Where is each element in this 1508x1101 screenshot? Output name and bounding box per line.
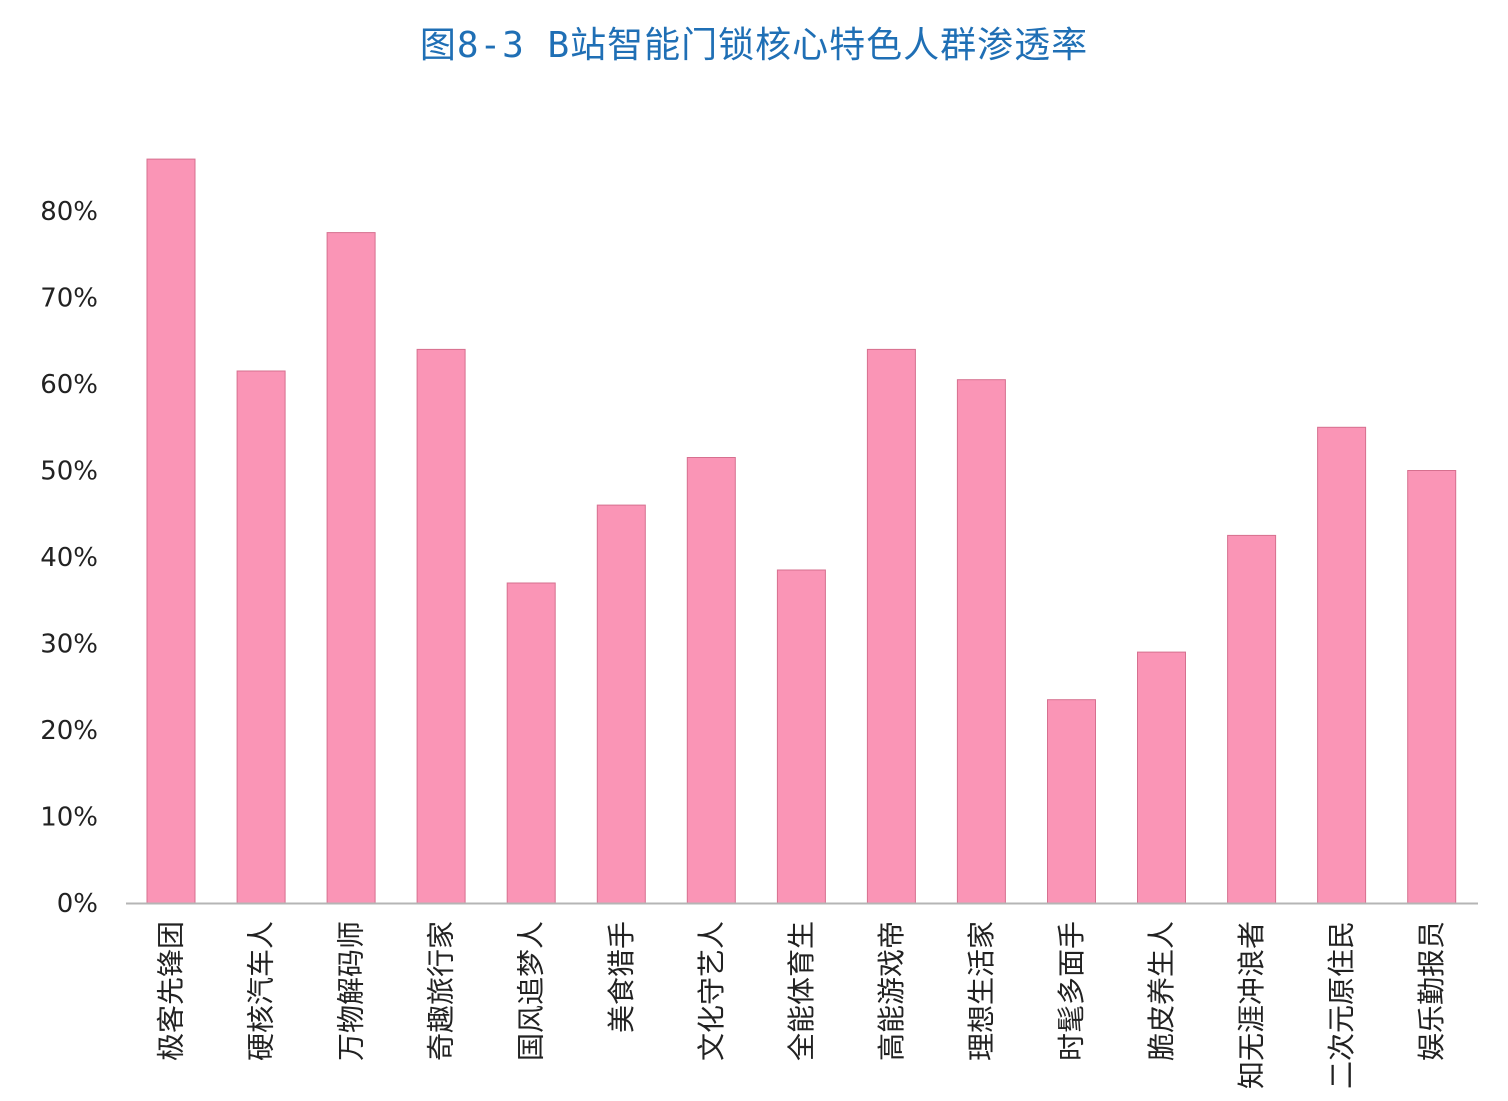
y-axis-ticks: 0% 10% 20% 30% 40% 50% 60% 70% 80% [40,197,98,919]
y-tick-label: 70% [40,284,98,314]
bar [686,457,736,904]
x-category-label: 美食猎手 [605,921,638,1033]
chart-title: 图8-3 B站智能门锁核心特色人群渗透率 [419,25,1089,66]
bar [1047,699,1096,904]
bar [506,582,556,904]
bar [146,158,196,904]
y-tick-label: 50% [40,457,98,487]
x-category-label: 知无涯冲浪者 [1235,921,1268,1089]
bar [236,370,286,904]
y-tick-label: 10% [40,803,98,833]
bar [866,348,916,904]
x-category-label: 二次元原住民 [1325,921,1358,1089]
bar [416,348,466,904]
x-category-label: 时髦多面手 [1055,921,1088,1061]
x-category-label: 全能体育生 [785,921,818,1061]
x-category-label: 高能游戏帝 [875,921,908,1061]
x-category-label: 脆皮养生人 [1145,921,1178,1061]
x-category-label: 理想生活家 [965,921,998,1061]
bars-group [146,158,1457,904]
x-category-label: 娱乐勤报员 [1415,921,1448,1061]
bar [1317,426,1367,904]
y-tick-label: 20% [40,716,98,746]
y-tick-label: 80% [40,197,98,227]
x-category-label: 国风追梦人 [515,921,548,1061]
bar [596,504,646,904]
bar [1407,470,1457,904]
x-category-label: 奇趣旅行家 [425,921,458,1061]
y-tick-label: 0% [57,889,98,919]
x-category-label: 极客先锋团 [155,921,188,1061]
x-category-label: 万物解码师 [335,921,368,1061]
bar [1227,534,1277,904]
y-tick-label: 40% [40,543,98,573]
x-category-label: 硬核汽车人 [245,921,278,1061]
bar [956,379,1006,904]
x-category-label: 文化守艺人 [695,921,728,1061]
x-axis-labels: 极客先锋团 硬核汽车人 万物解码师 奇趣旅行家 国风追梦人 美食猎手 文化守艺人 全能体育生 高… [155,921,1449,1089]
y-tick-label: 30% [40,630,98,660]
y-tick-label: 60% [40,370,98,400]
bar [1137,651,1186,904]
bar [776,569,826,904]
bar [326,232,376,904]
